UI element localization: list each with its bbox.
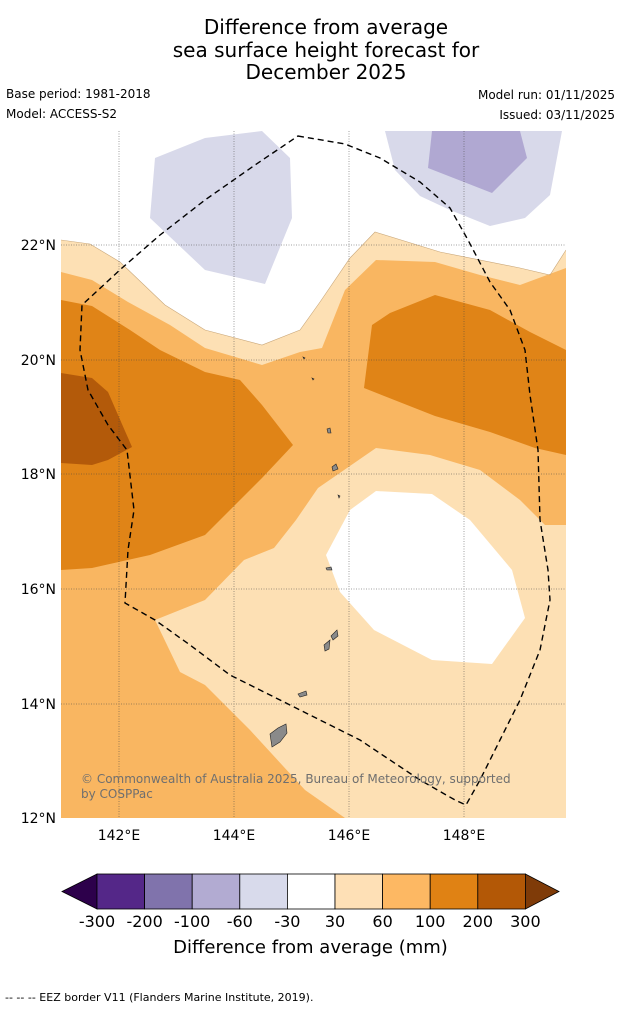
colorbar-segment [96, 873, 145, 910]
cb-tick: 100 [415, 912, 446, 931]
model-name: Model: ACCESS-S2 [6, 107, 118, 121]
colorbar-label: Difference from average (mm) [173, 937, 448, 958]
land-islands [269, 356, 341, 748]
latitude-axis: 22°N 20°N 18°N 16°N 14°N 12°N [21, 238, 56, 827]
small-island [311, 377, 315, 381]
colorbar-segment [382, 873, 431, 910]
longitude-axis: 142°E 144°E 146°E 148°E [98, 828, 486, 844]
lon-label-146: 146°E [328, 828, 371, 844]
lon-label-142: 142°E [98, 828, 141, 844]
region-200-300 [61, 373, 132, 465]
colorbar-segment [144, 873, 193, 910]
lon-label-148: 148°E [443, 828, 486, 844]
cb-tick: -100 [174, 912, 210, 931]
colorbar-segment [286, 873, 336, 910]
colorbar-segment [477, 873, 526, 910]
region-neg-60-100 [428, 131, 527, 193]
small-island [326, 427, 332, 434]
small-island [337, 494, 341, 499]
base-period: Base period: 1981-2018 [6, 87, 151, 101]
map-title: Difference from average sea surface heig… [0, 16, 621, 84]
region-neutral-central [326, 491, 525, 664]
colorbar-segment [239, 873, 288, 910]
lat-label-16: 16°N [21, 582, 56, 598]
lat-label-22: 22°N [21, 238, 56, 254]
cb-tick: -30 [274, 912, 300, 931]
small-island [325, 566, 333, 571]
cb-tick: 300 [510, 912, 541, 931]
lat-label-14: 14°N [21, 697, 56, 713]
colorbar: -300 -200 -100 -60 -30 30 60 100 200 300 [61, 873, 560, 931]
region-100-200-west [61, 300, 293, 570]
small-island [331, 463, 339, 472]
issued-date: Issued: 03/11/2025 [499, 108, 615, 122]
cb-tick: -300 [79, 912, 115, 931]
title-line-3: December 2025 [245, 60, 407, 84]
colorbar-ticks: -300 -200 -100 -60 -30 30 60 100 200 300 [79, 912, 541, 931]
lat-label-20: 20°N [21, 353, 56, 369]
colorbar-segment [334, 873, 383, 910]
copyright-notice: © Commonwealth of Australia 2025, Bureau… [81, 772, 511, 801]
small-island [302, 356, 306, 360]
colorbar-segment [191, 873, 241, 910]
cb-tick: -200 [126, 912, 162, 931]
title-line-2: sea surface height forecast for [172, 37, 480, 62]
contour-field [61, 131, 566, 818]
guam-island [269, 723, 288, 748]
cb-tick: 200 [463, 912, 494, 931]
title-line-1: Difference from average [203, 15, 449, 39]
region-neg-30-60-west [150, 131, 292, 284]
tinian-island [323, 639, 331, 652]
lat-label-12: 12°N [21, 811, 56, 827]
rota-island [297, 690, 308, 698]
cb-tick: -60 [227, 912, 253, 931]
colorbar-segment [429, 873, 479, 910]
gridlines [61, 131, 566, 818]
lon-label-144: 144°E [213, 828, 256, 844]
saipan-island [330, 629, 339, 641]
cb-tick: 30 [325, 912, 345, 931]
region-100-200-east [364, 295, 566, 455]
colorbar-max-arrow [525, 873, 560, 910]
eez-legend-footer: -- -- -- EEZ border V11 (Flanders Marine… [5, 991, 314, 1004]
model-run: Model run: 01/11/2025 [477, 88, 615, 102]
colorbar-min-arrow [61, 873, 98, 910]
cb-tick: 60 [372, 912, 392, 931]
lat-label-18: 18°N [21, 467, 56, 483]
